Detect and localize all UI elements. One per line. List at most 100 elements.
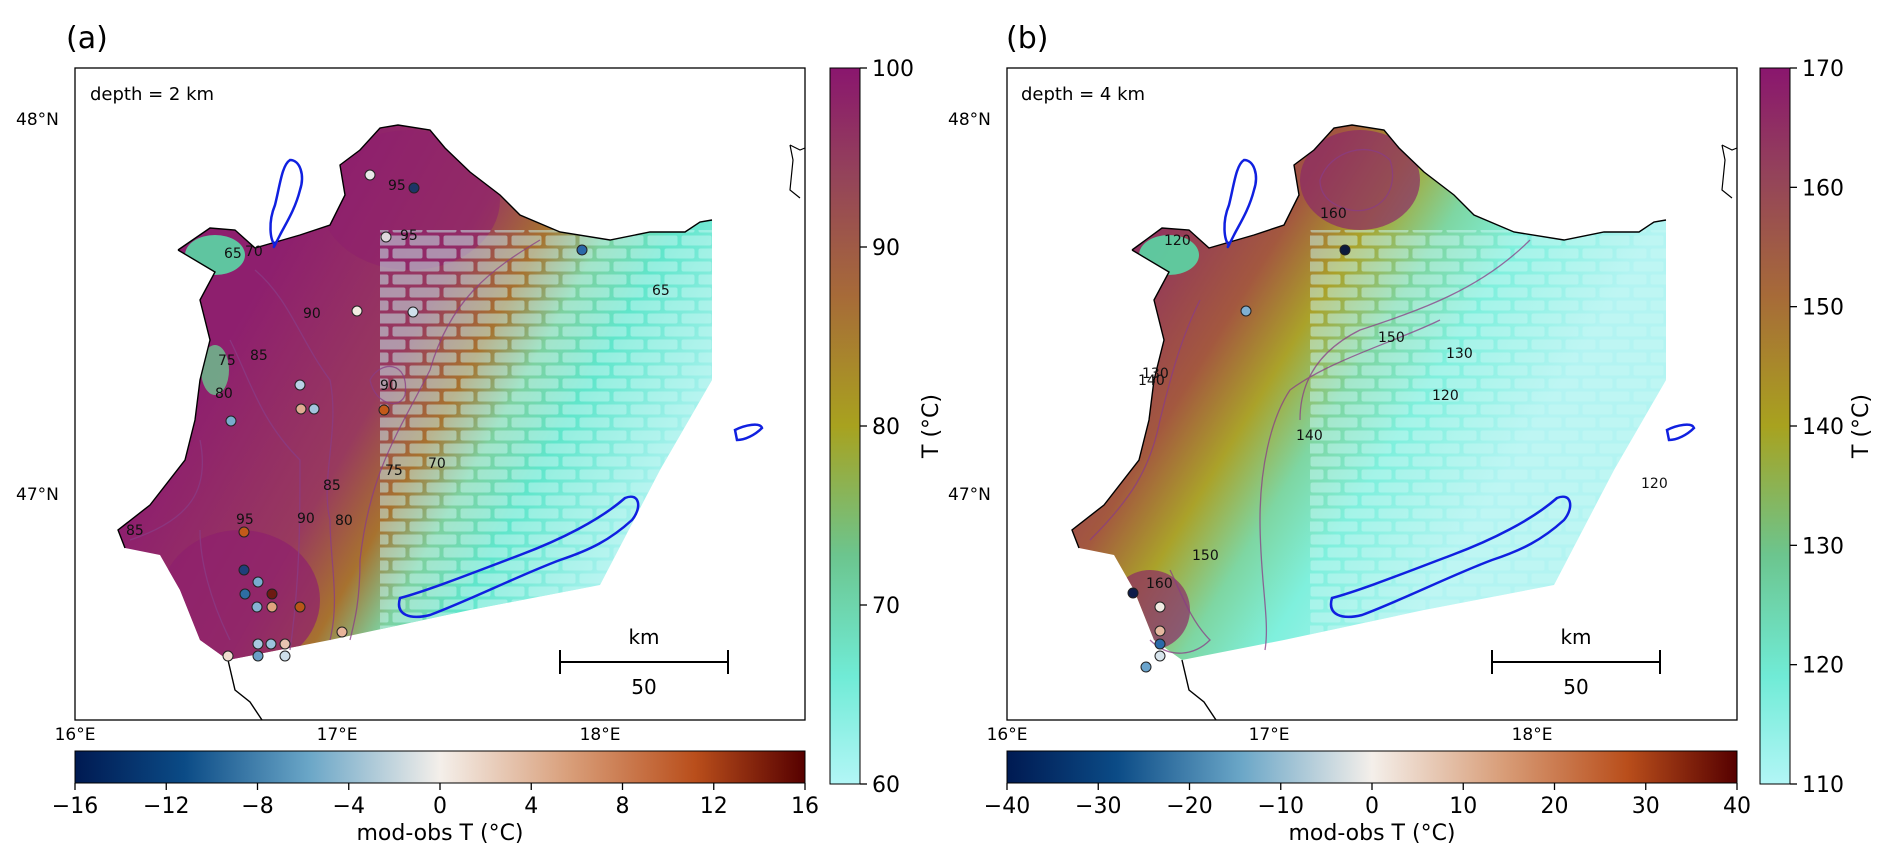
panel-a-diff-colorbar-label: mod-obs T (°C) bbox=[356, 821, 523, 846]
diff-colorbar-tick-label: −10 bbox=[1258, 794, 1304, 819]
diff-colorbar-tick-label: 0 bbox=[1365, 794, 1379, 819]
well-marker bbox=[266, 588, 278, 600]
panel-a-lon-label-17: 17°E bbox=[317, 725, 358, 745]
diff-colorbar-tick-label: 40 bbox=[1723, 794, 1751, 819]
temp-colorbar-tick-label: 140 bbox=[1802, 415, 1844, 440]
panel-b-depth-text: depth = 4 km bbox=[1021, 84, 1145, 105]
panel-a-border-outline-east bbox=[789, 144, 806, 199]
contour-label: 90 bbox=[380, 378, 398, 394]
panel-b-diff-colorbar: −40 −30 −20 −10 0 10 20 30 40 mod-obs T (°C) bbox=[984, 750, 1751, 846]
diff-colorbar-tick-label: −16 bbox=[52, 794, 98, 819]
well-marker bbox=[1339, 244, 1351, 256]
contour-label: 85 bbox=[126, 523, 144, 539]
temp-colorbar-tick-label: 110 bbox=[1802, 773, 1844, 798]
well-marker bbox=[295, 403, 307, 415]
contour-label: 70 bbox=[245, 244, 263, 260]
contour-label: 140 bbox=[1296, 428, 1323, 444]
panel-b-lat-label-47: 47°N bbox=[948, 485, 991, 505]
contour-label: 160 bbox=[1146, 576, 1173, 592]
well-marker bbox=[408, 182, 420, 194]
contour-label: 75 bbox=[385, 463, 403, 479]
well-marker bbox=[407, 306, 419, 318]
diff-colorbar-tick-label: 30 bbox=[1632, 794, 1660, 819]
temp-colorbar-tick-label: 90 bbox=[872, 236, 900, 261]
contour-label: 80 bbox=[335, 513, 353, 529]
panel-a-contour-labels: 95 95 65 70 65 90 85 75 80 90 75 70 85 8… bbox=[126, 178, 670, 539]
contour-label: 120 bbox=[1641, 476, 1668, 492]
panel-a-diff-ticks: −16 −12 −8 −4 0 4 8 12 16 bbox=[52, 783, 819, 819]
panel-b-lon-label-16: 16°E bbox=[987, 725, 1028, 745]
temp-colorbar-tick-label: 120 bbox=[1802, 654, 1844, 679]
contour-label: 140 bbox=[1138, 373, 1165, 389]
panel-a-lat-label-48: 48°N bbox=[16, 110, 59, 130]
panel-a: (a) 95 95 65 bbox=[16, 21, 944, 846]
contour-label: 95 bbox=[400, 228, 418, 244]
contour-label: 130 bbox=[1446, 346, 1473, 362]
diff-colorbar-tick-label: 0 bbox=[433, 794, 447, 819]
contour-label: 85 bbox=[250, 348, 268, 364]
diff-colorbar-tick-label: 8 bbox=[616, 794, 630, 819]
well-marker bbox=[266, 601, 278, 613]
well-marker bbox=[279, 638, 291, 650]
panel-b-temp-colorbar-label: T (°C) bbox=[1849, 394, 1874, 459]
panel-a-lake-small bbox=[733, 423, 764, 442]
panel-a-lat-label-47: 47°N bbox=[16, 485, 59, 505]
well-marker bbox=[279, 650, 291, 662]
panel-b-lake-balaton bbox=[1329, 495, 1572, 619]
panel-b-temp-ticks: 110 120 130 140 150 160 170 bbox=[1790, 57, 1844, 798]
temp-colorbar-tick-label: 60 bbox=[872, 773, 900, 798]
panel-a-lon-label-18: 18°E bbox=[580, 725, 621, 745]
diff-colorbar-tick-label: −30 bbox=[1075, 794, 1121, 819]
diff-colorbar-tick-label: 20 bbox=[1541, 794, 1569, 819]
well-marker bbox=[380, 231, 392, 243]
well-marker bbox=[294, 601, 306, 613]
well-marker bbox=[351, 305, 363, 317]
diff-colorbar-tick-label: −8 bbox=[241, 794, 273, 819]
well-marker bbox=[364, 169, 376, 181]
well-marker bbox=[1154, 638, 1166, 650]
panel-b-label: (b) bbox=[1006, 21, 1048, 56]
well-marker bbox=[251, 601, 263, 613]
contour-label: 130 bbox=[1142, 366, 1169, 382]
diff-colorbar-tick-label: 4 bbox=[524, 794, 538, 819]
well-marker bbox=[1154, 601, 1166, 613]
contour-label: 90 bbox=[297, 511, 315, 527]
contour-label: 65 bbox=[652, 283, 670, 299]
panel-a-temp-colorbar-label: T (°C) bbox=[919, 394, 944, 459]
well-marker bbox=[294, 379, 306, 391]
panel-b-diff-ticks: −40 −30 −20 −10 0 10 20 30 40 bbox=[984, 783, 1751, 819]
contour-label: 70 bbox=[428, 456, 446, 472]
panel-b-lat-label-48: 48°N bbox=[948, 110, 991, 130]
contour-label: 90 bbox=[303, 306, 321, 322]
panel-b-well-markers bbox=[1127, 244, 1351, 673]
well-marker bbox=[265, 638, 277, 650]
panel-a-contours bbox=[129, 239, 541, 651]
contour-label: 120 bbox=[1164, 233, 1191, 249]
well-marker bbox=[239, 588, 251, 600]
well-marker bbox=[378, 404, 390, 416]
panel-a-scale-bar: km 50 bbox=[559, 625, 729, 699]
contour-label: 80 bbox=[215, 386, 233, 402]
well-marker bbox=[1240, 305, 1252, 317]
temp-colorbar-tick-label: 70 bbox=[872, 594, 900, 619]
diff-colorbar-tick-label: 12 bbox=[700, 794, 728, 819]
contour-label: 120 bbox=[1432, 388, 1459, 404]
well-marker bbox=[576, 244, 588, 256]
panel-a-temp-colorbar: 60 70 80 90 100 T (°C) bbox=[829, 57, 944, 798]
contour-label: 95 bbox=[236, 512, 254, 528]
temp-colorbar-tick-label: 100 bbox=[872, 57, 914, 82]
panel-b-scale-bar: km 50 bbox=[1491, 625, 1661, 699]
panel-b-lon-label-17: 17°E bbox=[1249, 725, 1290, 745]
well-marker bbox=[1127, 587, 1139, 599]
panel-a-lon-label-16: 16°E bbox=[55, 725, 96, 745]
panel-b-contour-labels: 160 120 150 130 120 140 130 140 150 120 … bbox=[1138, 206, 1668, 592]
well-marker bbox=[238, 564, 250, 576]
panel-a-diff-colorbar: −16 −12 −8 −4 0 4 8 12 16 mod-obs T (°C) bbox=[52, 750, 819, 846]
well-marker bbox=[1140, 661, 1152, 673]
contour-label: 150 bbox=[1378, 330, 1405, 346]
panel-a-lake-neusiedl bbox=[269, 158, 304, 249]
contour-label: 150 bbox=[1192, 548, 1219, 564]
well-marker bbox=[222, 650, 234, 662]
panel-a-well-markers bbox=[222, 169, 588, 662]
diff-colorbar-tick-label: 10 bbox=[1449, 794, 1477, 819]
